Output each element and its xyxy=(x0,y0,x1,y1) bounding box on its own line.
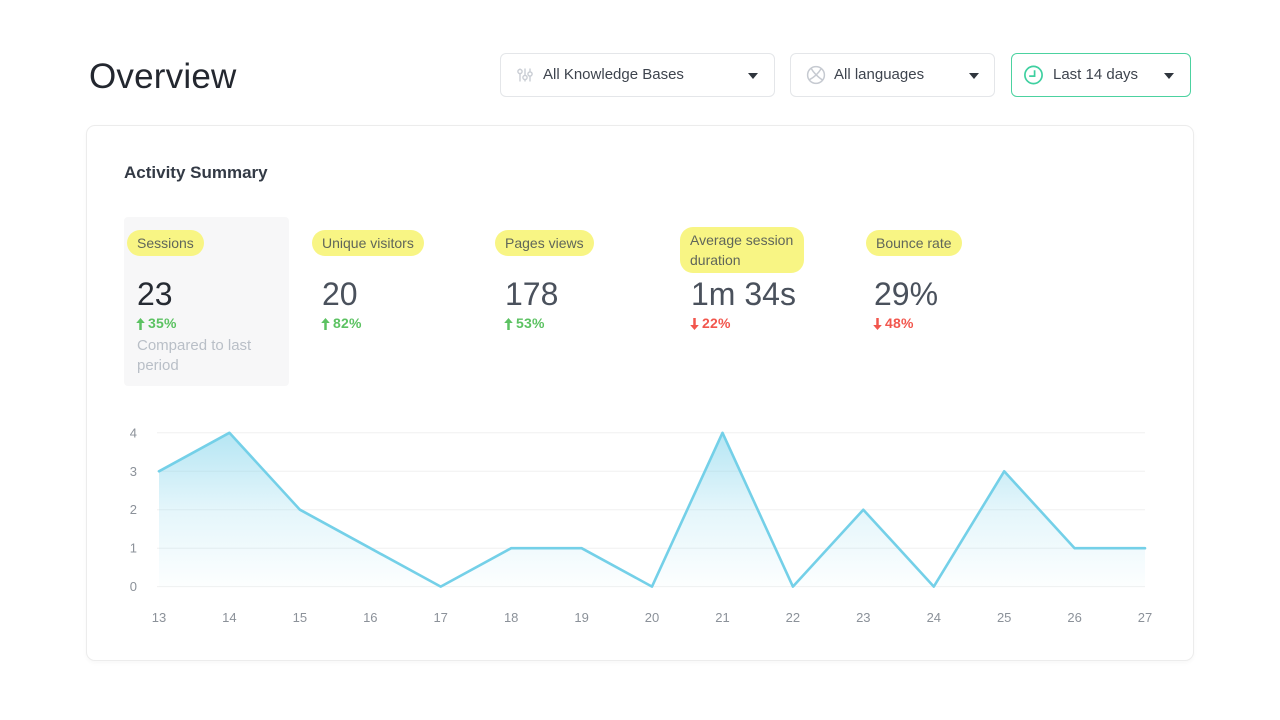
svg-text:19: 19 xyxy=(574,610,588,625)
svg-text:26: 26 xyxy=(1067,610,1081,625)
svg-text:13: 13 xyxy=(152,610,166,625)
svg-text:16: 16 xyxy=(363,610,377,625)
svg-text:23: 23 xyxy=(856,610,870,625)
svg-text:24: 24 xyxy=(927,610,941,625)
svg-text:15: 15 xyxy=(293,610,307,625)
svg-text:18: 18 xyxy=(504,610,518,625)
svg-text:4: 4 xyxy=(130,425,137,440)
svg-text:14: 14 xyxy=(222,610,236,625)
svg-text:3: 3 xyxy=(130,464,137,479)
svg-text:25: 25 xyxy=(997,610,1011,625)
svg-text:20: 20 xyxy=(645,610,659,625)
svg-text:0: 0 xyxy=(130,579,137,594)
svg-text:17: 17 xyxy=(433,610,447,625)
svg-text:27: 27 xyxy=(1138,610,1152,625)
svg-text:21: 21 xyxy=(715,610,729,625)
svg-text:2: 2 xyxy=(130,502,137,517)
svg-text:1: 1 xyxy=(130,541,137,556)
svg-text:22: 22 xyxy=(786,610,800,625)
